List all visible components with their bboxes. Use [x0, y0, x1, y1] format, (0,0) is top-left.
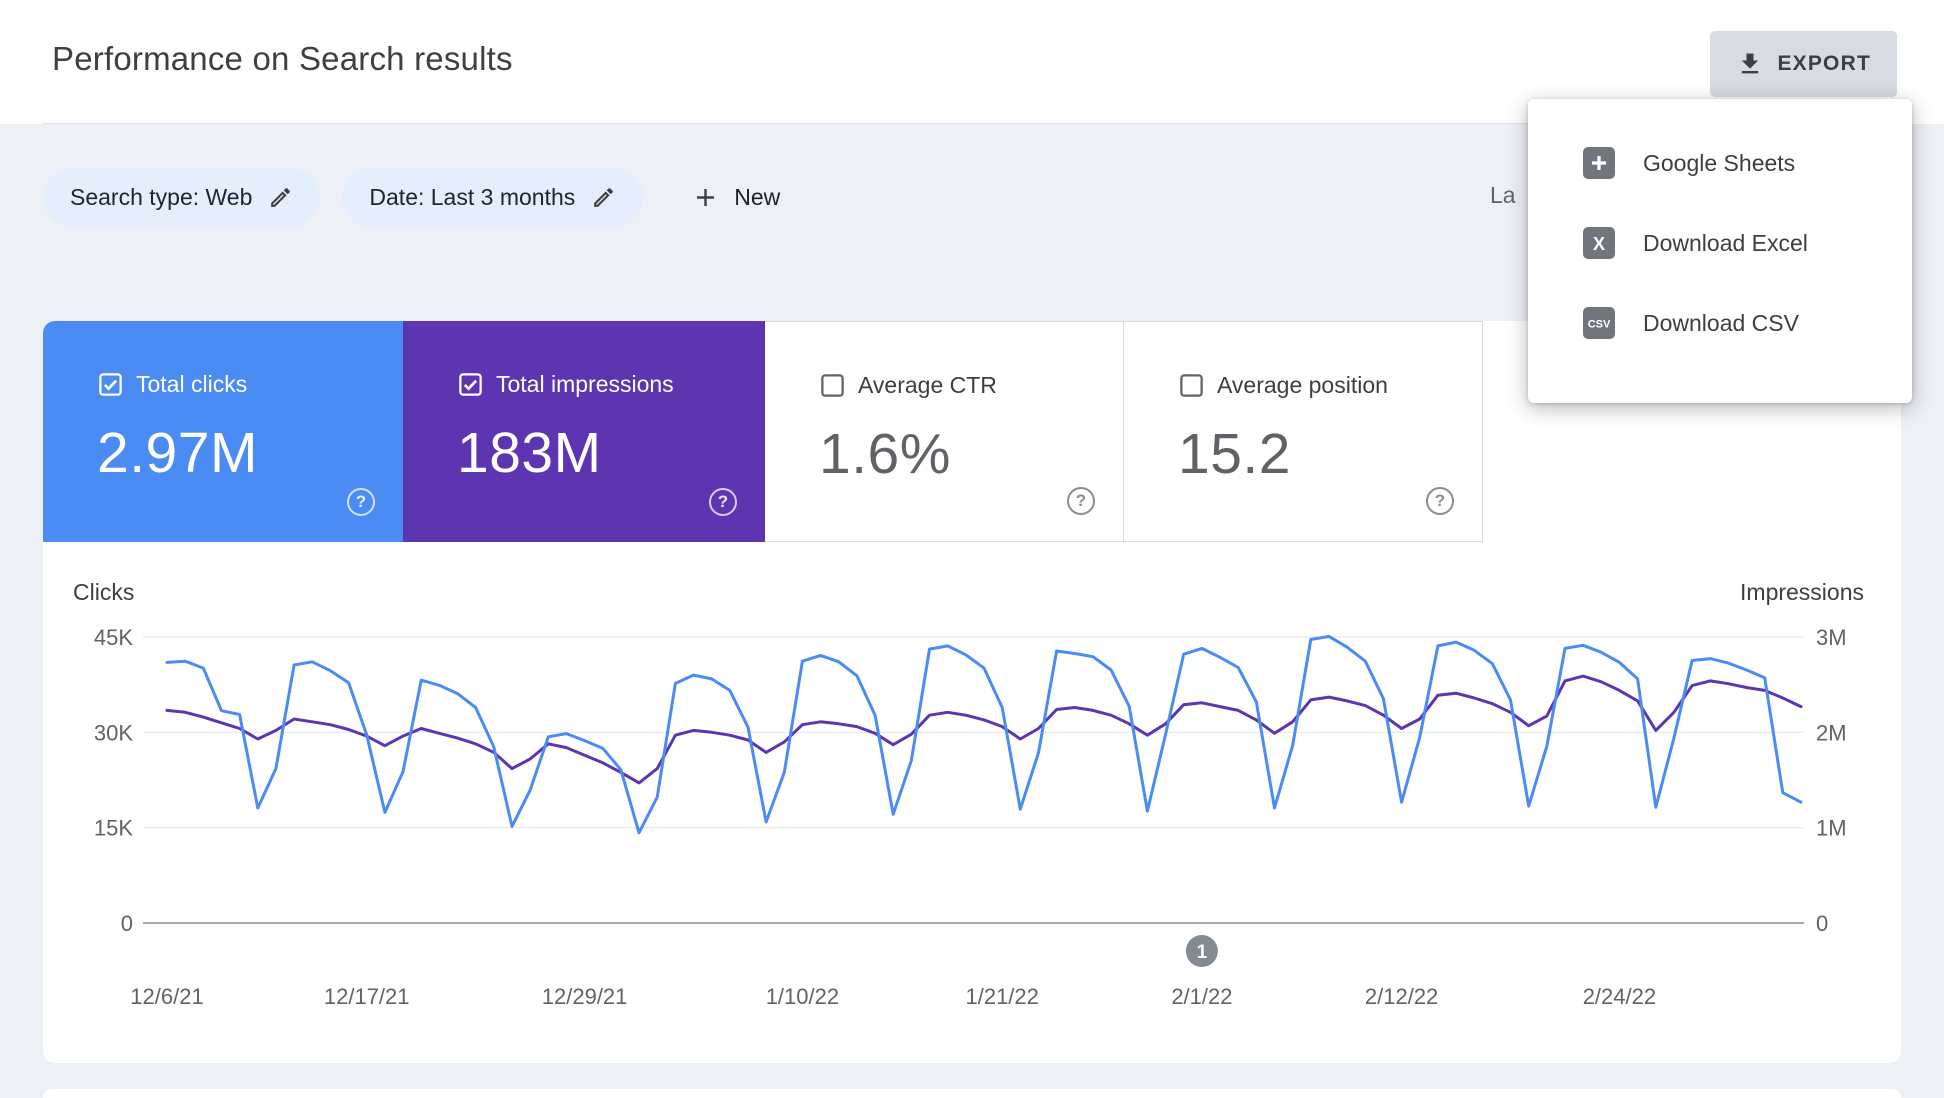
header-divider [43, 123, 1901, 124]
export-menu-item-download-csv[interactable]: CSV Download CSV [1528, 283, 1912, 363]
svg-text:2/24/22: 2/24/22 [1583, 984, 1656, 1009]
export-button-label: EXPORT [1777, 52, 1871, 75]
svg-text:Clicks: Clicks [73, 579, 134, 605]
svg-text:0: 0 [1816, 911, 1828, 936]
new-filter-button[interactable]: New [691, 183, 780, 212]
export-menu-item-label: Download CSV [1643, 309, 1799, 336]
svg-text:12/17/21: 12/17/21 [324, 984, 410, 1009]
last-updated-text-partial: La [1490, 182, 1516, 208]
export-menu-item-download-excel[interactable]: X Download Excel [1528, 203, 1912, 283]
svg-text:45K: 45K [94, 625, 133, 650]
download-icon [1736, 50, 1764, 78]
average-ctr-value: 1.6% [819, 422, 951, 486]
total-clicks-value: 2.97M [97, 421, 258, 485]
svg-text:1/21/22: 1/21/22 [965, 984, 1038, 1009]
svg-text:1: 1 [1197, 942, 1208, 963]
help-icon[interactable]: ? [347, 488, 375, 516]
google-sheets-icon [1583, 147, 1615, 179]
performance-card: Total clicks 2.97M ? Total impressions 1… [43, 321, 1901, 1063]
export-button[interactable]: EXPORT [1710, 31, 1897, 97]
edit-pencil-icon [268, 185, 293, 210]
svg-text:2M: 2M [1816, 720, 1847, 745]
edit-pencil-icon [591, 185, 616, 210]
svg-text:1/10/22: 1/10/22 [766, 984, 839, 1009]
new-filter-label: New [734, 183, 781, 210]
svg-text:Impressions: Impressions [1740, 579, 1864, 605]
filter-chip-date[interactable]: Date: Last 3 months [342, 167, 644, 227]
total-impressions-checkbox-checked[interactable] [457, 371, 484, 398]
help-icon[interactable]: ? [1067, 487, 1095, 515]
export-menu: Google Sheets X Download Excel CSV Downl… [1528, 99, 1912, 403]
csv-icon: CSV [1583, 307, 1615, 339]
average-position-checkbox-unchecked[interactable] [1178, 372, 1205, 399]
metric-card-average-position[interactable]: Average position 15.2 ? [1124, 321, 1483, 542]
svg-text:1M: 1M [1816, 816, 1847, 841]
average-position-value: 15.2 [1178, 422, 1291, 486]
help-icon[interactable]: ? [1426, 487, 1454, 515]
metric-label: Total impressions [496, 371, 674, 397]
search-type-chip-label: Search type: Web [70, 183, 253, 210]
metric-card-total-clicks[interactable]: Total clicks 2.97M ? [43, 321, 403, 542]
svg-text:0: 0 [121, 911, 133, 936]
svg-text:12/6/21: 12/6/21 [130, 984, 203, 1009]
export-menu-item-google-sheets[interactable]: Google Sheets [1528, 123, 1912, 203]
metric-label: Average CTR [858, 372, 997, 398]
total-impressions-value: 183M [457, 421, 602, 485]
svg-text:2/1/22: 2/1/22 [1171, 984, 1232, 1009]
topbar: Performance on Search results EXPORT [0, 0, 1944, 124]
performance-chart[interactable]: 45K 3M 30K 2M 15K 1M 0 0 Clicks Impressions 12/6/2… [43, 542, 1901, 1062]
average-ctr-checkbox-unchecked[interactable] [819, 372, 846, 399]
svg-text:3M: 3M [1816, 625, 1847, 650]
next-section-edge [43, 1089, 1901, 1098]
help-icon[interactable]: ? [709, 488, 737, 516]
export-menu-item-label: Google Sheets [1643, 149, 1796, 176]
svg-text:2/12/22: 2/12/22 [1365, 984, 1438, 1009]
page-title: Performance on Search results [52, 40, 513, 77]
filter-chip-search-type[interactable]: Search type: Web [43, 167, 321, 227]
svg-text:X: X [1593, 234, 1605, 254]
metric-label: Total clicks [136, 371, 248, 397]
date-chip-label: Date: Last 3 months [369, 183, 576, 210]
metric-card-total-impressions[interactable]: Total impressions 183M ? [403, 321, 765, 542]
svg-text:12/29/21: 12/29/21 [542, 984, 628, 1009]
svg-text:CSV: CSV [1588, 319, 1611, 331]
svg-text:15K: 15K [94, 816, 133, 841]
svg-text:30K: 30K [94, 720, 133, 745]
excel-icon: X [1583, 227, 1615, 259]
filter-row: Search type: Web Date: Last 3 months New… [43, 167, 1516, 227]
export-menu-item-label: Download Excel [1643, 229, 1808, 256]
plus-icon [691, 183, 720, 212]
total-clicks-checkbox-checked[interactable] [97, 371, 124, 398]
metric-card-average-ctr[interactable]: Average CTR 1.6% ? [765, 321, 1124, 542]
metric-label: Average position [1217, 372, 1388, 398]
